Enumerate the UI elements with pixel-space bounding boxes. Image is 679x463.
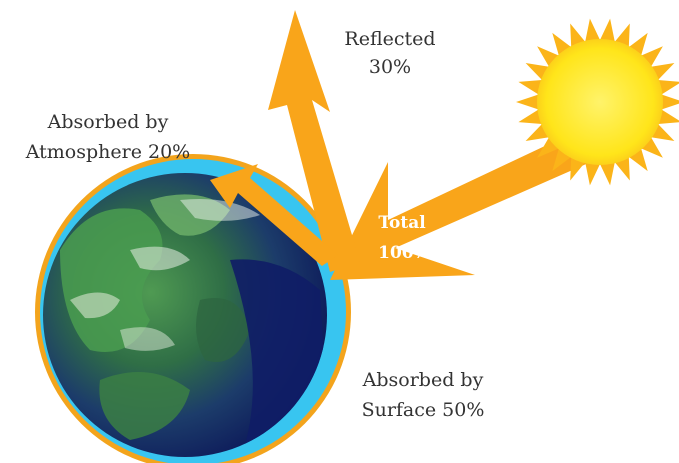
sun-icon <box>516 18 679 186</box>
reflected-label-percent: 30% <box>369 56 411 78</box>
atmosphere-label-line1: Absorbed by <box>47 111 169 133</box>
atmosphere-label: Absorbed by Atmosphere 20% <box>25 111 190 163</box>
total-label-percent: 100% <box>378 243 430 263</box>
total-label: Total 100% <box>378 213 430 263</box>
earth-globe-icon <box>43 173 327 457</box>
surface-label-percent: Surface 50% <box>362 399 485 421</box>
reflected-label-line1: Reflected <box>344 28 435 50</box>
surface-label: Absorbed by Surface 50% <box>362 369 485 421</box>
surface-label-line1: Absorbed by <box>362 369 484 391</box>
atmosphere-label-percent: Atmosphere 20% <box>25 141 190 163</box>
incoming-arrow <box>330 120 618 280</box>
reflected-arrow <box>268 10 360 272</box>
total-label-line1: Total <box>378 213 426 233</box>
earth-group <box>35 154 351 463</box>
atmosphere-arrow <box>210 164 338 266</box>
reflected-label: Reflected 30% <box>344 28 435 78</box>
